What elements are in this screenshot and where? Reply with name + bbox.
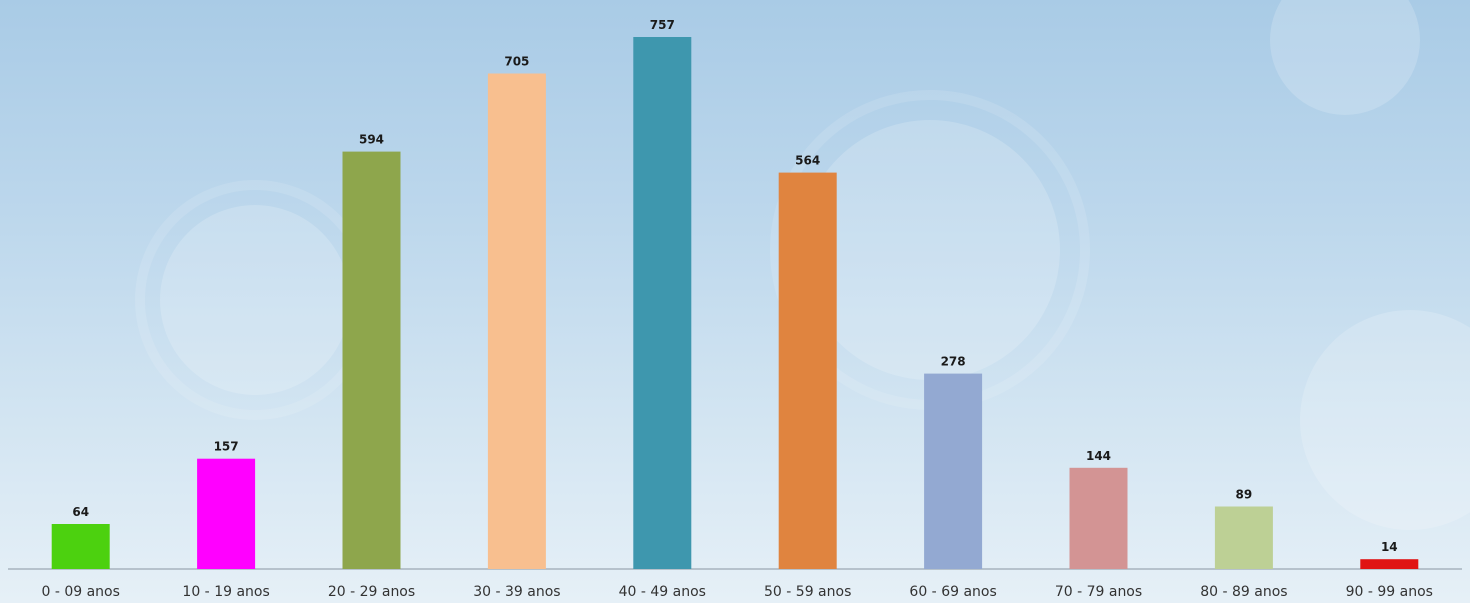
x-tick-label-3: 30 - 39 anos xyxy=(473,584,560,600)
x-tick-label-8: 80 - 89 anos xyxy=(1200,584,1287,600)
data-label-5: 564 xyxy=(795,154,820,168)
x-tick-label-2: 20 - 29 anos xyxy=(328,584,415,600)
bar-4 xyxy=(633,37,692,569)
data-label-7: 144 xyxy=(1086,449,1111,463)
x-tick-labels-group: 0 - 09 anos 10 - 19 anos 20 - 29 anos 30 - … xyxy=(41,584,1432,600)
bar-6 xyxy=(924,373,983,569)
bar-5 xyxy=(778,172,837,569)
bar-2 xyxy=(342,151,401,569)
data-label-1: 157 xyxy=(214,440,239,454)
bar-0 xyxy=(51,524,110,569)
data-label-2: 594 xyxy=(359,133,384,147)
x-tick-label-6: 60 - 69 anos xyxy=(909,584,996,600)
bars-group xyxy=(51,37,1419,569)
bar-3 xyxy=(487,73,546,569)
x-tick-label-1: 10 - 19 anos xyxy=(182,584,269,600)
data-label-8: 89 xyxy=(1236,488,1253,502)
x-tick-label-5: 50 - 59 anos xyxy=(764,584,851,600)
data-label-9: 14 xyxy=(1381,540,1398,554)
data-label-6: 278 xyxy=(941,355,966,369)
data-label-3: 705 xyxy=(504,55,529,69)
bar-8 xyxy=(1214,506,1273,569)
bar-9 xyxy=(1360,559,1419,569)
x-tick-label-4: 40 - 49 anos xyxy=(619,584,706,600)
data-label-4: 757 xyxy=(650,18,675,32)
x-tick-label-7: 70 - 79 anos xyxy=(1055,584,1142,600)
x-tick-label-9: 90 - 99 anos xyxy=(1346,584,1433,600)
x-tick-label-0: 0 - 09 anos xyxy=(41,584,119,600)
bar-1 xyxy=(197,458,256,569)
bar-7 xyxy=(1069,467,1128,569)
data-labels-group: 64 157 594 705 757 564 278 144 89 14 xyxy=(72,18,1397,554)
data-label-0: 64 xyxy=(72,505,89,519)
